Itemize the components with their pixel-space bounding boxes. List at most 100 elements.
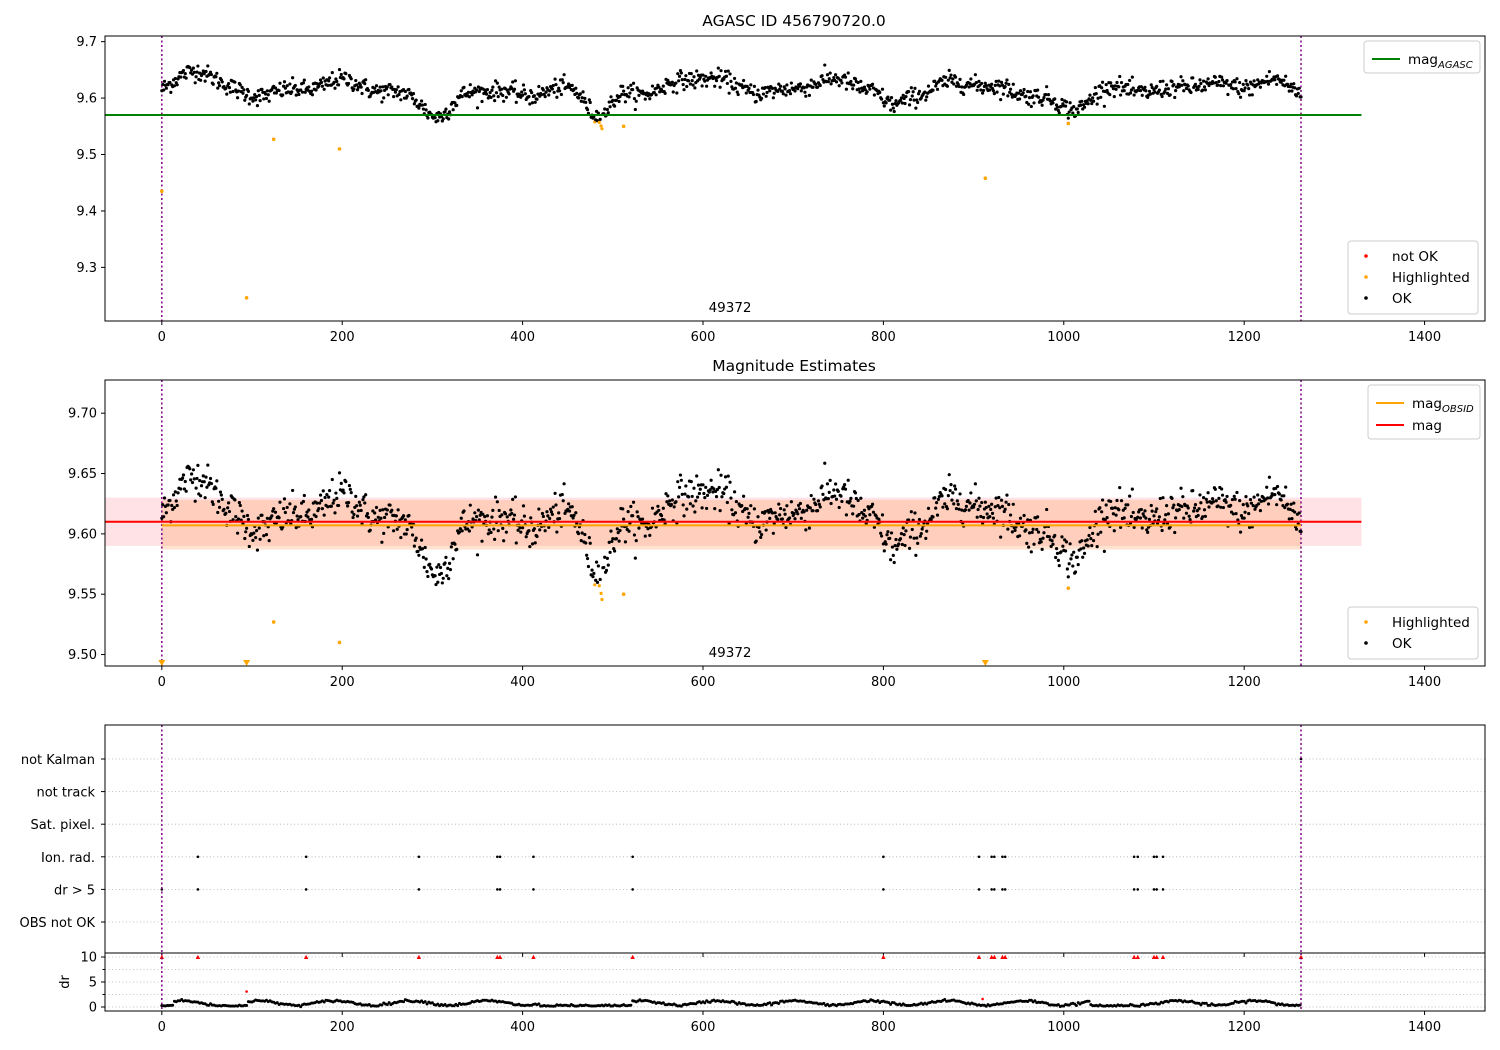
ok-point: [510, 511, 514, 516]
ok-point: [264, 533, 269, 537]
ok-point: [606, 563, 610, 567]
ok-point: [164, 86, 168, 90]
ok-point: [596, 564, 600, 568]
ok-point: [621, 84, 625, 89]
ok-point: [1100, 498, 1105, 502]
flag-point: [977, 855, 981, 859]
ok-point: [266, 93, 270, 97]
ok-point: [696, 483, 701, 487]
ok-point: [1046, 93, 1051, 97]
ok-point: [282, 80, 287, 84]
ok-point: [960, 508, 964, 512]
ok-point: [945, 84, 950, 88]
legend-point-label: OK: [1392, 636, 1413, 652]
ok-point: [541, 88, 545, 92]
ok-point: [494, 91, 499, 95]
ok-point: [669, 502, 674, 507]
ok-point: [443, 561, 447, 565]
ok-point: [468, 83, 472, 87]
ok-point: [484, 92, 489, 96]
ok-point: [607, 100, 611, 104]
ok-point: [1005, 78, 1009, 82]
ok-point: [309, 517, 314, 521]
ok-point: [1153, 90, 1157, 94]
ok-point: [886, 95, 890, 99]
ok-point: [709, 71, 713, 75]
dr-point: [943, 997, 947, 1001]
ok-point: [697, 491, 701, 496]
ok-point: [798, 501, 803, 506]
flag-point: [993, 888, 996, 891]
dr-point: [822, 1001, 826, 1005]
ok-point: [844, 513, 849, 517]
dr-point: [380, 1003, 384, 1007]
ok-point: [181, 68, 186, 73]
ok-point: [678, 473, 683, 477]
ok-point: [535, 534, 539, 539]
ok-point: [547, 525, 551, 529]
ok-point: [385, 508, 389, 512]
ok-point: [383, 515, 387, 520]
ok-point: [1008, 513, 1013, 517]
ok-point: [368, 94, 372, 98]
ok-point: [1277, 77, 1281, 82]
ok-point: [777, 502, 781, 506]
ok-point: [1157, 515, 1161, 519]
ok-point: [1297, 511, 1301, 515]
ok-point: [1115, 498, 1119, 503]
ok-point: [914, 106, 918, 110]
dr-clipped-marker: [1131, 954, 1137, 959]
ok-point: [1032, 542, 1036, 546]
ok-point: [973, 482, 977, 486]
ok-point: [717, 485, 721, 490]
ok-point: [777, 82, 781, 86]
ok-point: [1054, 547, 1059, 551]
ok-point: [1045, 85, 1049, 89]
ok-point: [1093, 85, 1097, 90]
ok-point: [618, 94, 622, 99]
ok-point: [829, 82, 833, 86]
point-legend-box: [1347, 240, 1479, 315]
ok-point: [631, 81, 636, 85]
ok-point: [457, 530, 462, 534]
ok-point: [574, 511, 578, 515]
x-tick-label: 400: [510, 330, 535, 345]
ok-point: [1041, 98, 1045, 102]
ok-point: [1202, 85, 1207, 89]
ok-point: [530, 542, 535, 546]
ok-point: [241, 522, 245, 526]
ok-point: [832, 75, 836, 80]
ok-point: [339, 72, 343, 77]
ok-point: [240, 509, 244, 513]
ok-point: [981, 91, 985, 95]
ok-point: [467, 529, 471, 533]
ok-point: [219, 493, 223, 497]
ok-point: [1214, 81, 1218, 85]
flag-point: [1152, 855, 1156, 859]
ok-point: [491, 85, 495, 89]
ok-point: [245, 513, 250, 518]
ok-point: [192, 477, 196, 481]
ok-point: [1283, 506, 1287, 510]
ok-point: [411, 92, 416, 96]
legend-point-label: Highlighted: [1392, 615, 1470, 631]
ok-point: [168, 80, 172, 85]
ok-point: [729, 496, 733, 500]
ok-point: [1237, 92, 1241, 96]
ok-point: [256, 516, 260, 520]
ok-point: [852, 83, 856, 87]
ok-point: [1220, 75, 1224, 79]
ok-point: [237, 500, 241, 505]
ok-point: [510, 86, 514, 91]
ok-point: [941, 505, 945, 509]
ok-point: [1003, 507, 1007, 511]
ok-point: [1293, 86, 1297, 90]
flag-point: [1155, 855, 1158, 859]
ok-point: [909, 510, 913, 514]
ok-point: [956, 502, 960, 506]
ok-point: [350, 510, 354, 514]
ok-point: [1187, 514, 1191, 518]
ok-point: [390, 508, 394, 512]
ok-point: [688, 502, 692, 506]
ok-point: [1241, 503, 1245, 507]
